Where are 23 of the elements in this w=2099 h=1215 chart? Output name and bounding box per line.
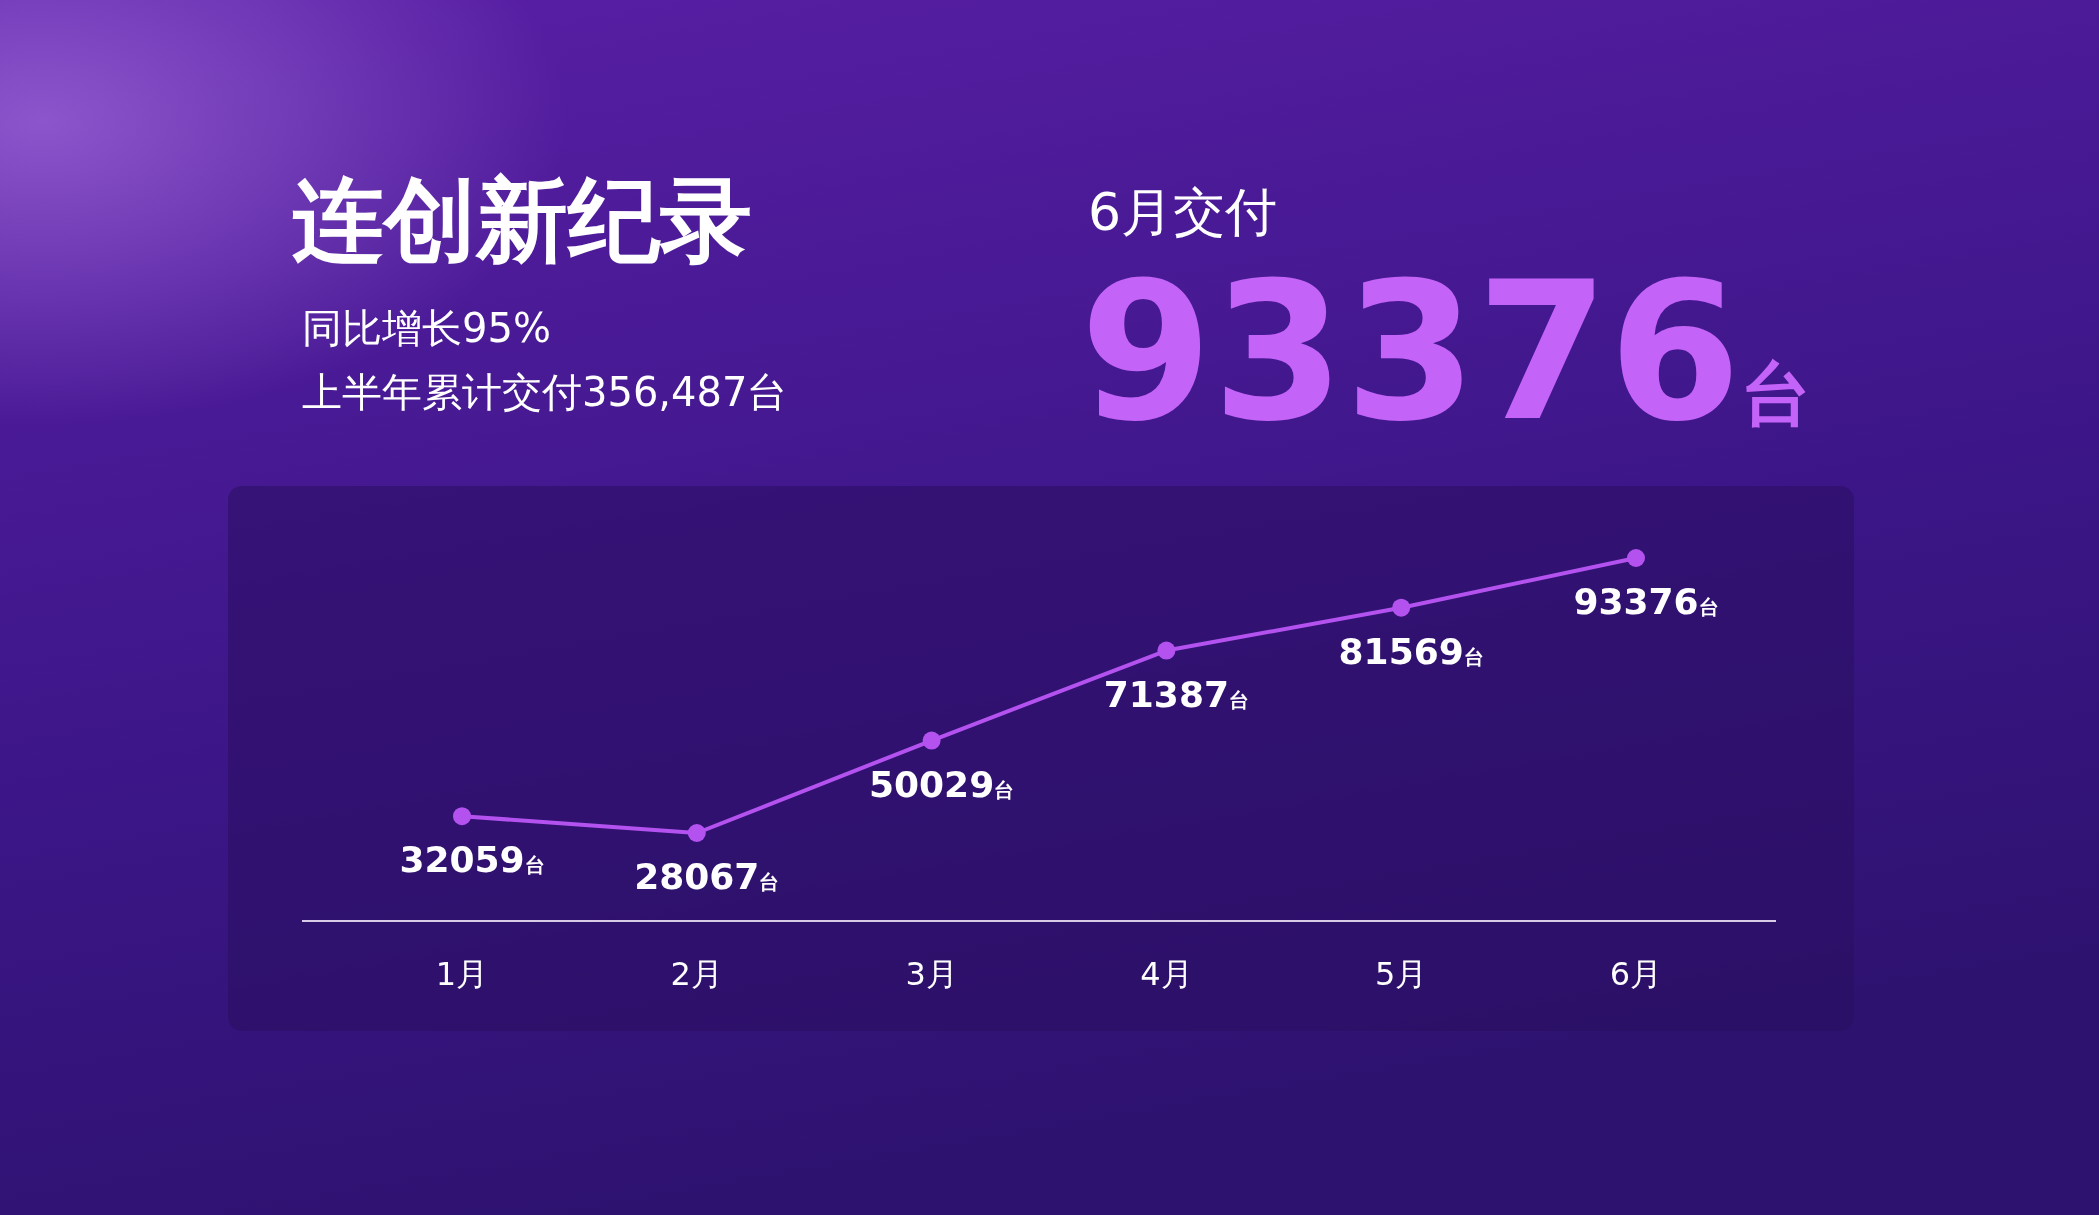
data-label: 32059台 [399,839,545,881]
data-label: 81569台 [1338,630,1484,672]
point [453,807,471,826]
x-tick-label: 3月 [905,955,958,993]
data-label: 71387台 [1103,673,1250,715]
data-label: 50029台 [868,763,1015,805]
text: 93376台 [1080,242,1812,463]
point [1157,641,1176,660]
chart-subtitle: 同比增长95% [302,305,551,351]
text: 上半年累计交付356,487台 [302,369,788,415]
x-tick-label: 1月 [435,955,489,993]
x-tick-label: 5月 [1375,955,1428,993]
text: 6月交付 [1088,182,1278,242]
chart-title: 连创新纪录 [292,167,752,274]
point [1392,598,1411,617]
x-tick-label: 6月 [1609,955,1663,993]
point [1627,549,1645,567]
data-label: 28067台 [634,856,780,897]
point [687,824,706,842]
data-label: 93376台 [1573,581,1719,622]
x-tick-label: 4月 [1140,955,1193,993]
point [922,731,941,750]
x-tick-label: 2月 [670,955,723,993]
